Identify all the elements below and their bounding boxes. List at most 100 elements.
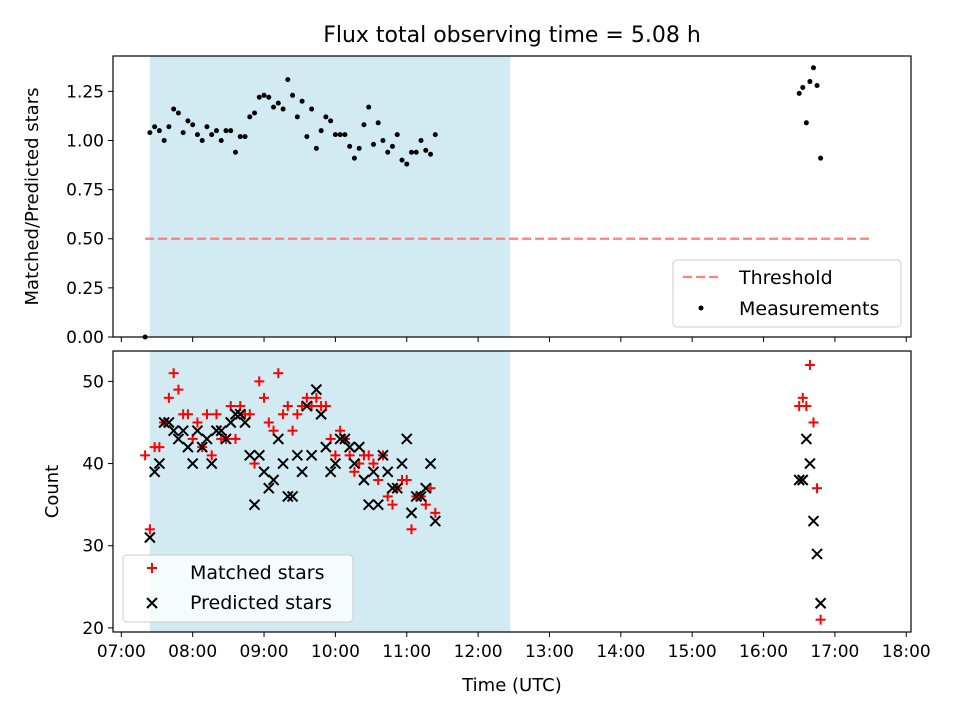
measurement-point — [318, 128, 324, 134]
predicted-point — [167, 424, 180, 437]
matched-point — [263, 417, 274, 428]
chart-title: Flux total observing time = 5.08 h — [323, 23, 701, 48]
predicted-point — [215, 424, 227, 437]
measurement-point — [156, 128, 162, 134]
predicted-point — [424, 457, 437, 470]
top-measurement-points — [142, 65, 824, 340]
measurement-point — [807, 79, 813, 85]
measurement-point — [423, 147, 429, 153]
predicted-point — [148, 466, 161, 478]
measurement-point — [370, 141, 376, 147]
matched-point — [173, 384, 184, 395]
measurement-point — [361, 122, 367, 128]
measurement-point — [232, 149, 238, 155]
measurement-point — [204, 124, 210, 130]
measurement-point — [399, 157, 405, 163]
bot-y-tick-label: 20 — [82, 619, 104, 639]
predicted-point — [263, 482, 275, 494]
matched-point — [330, 450, 341, 461]
bot-y-tick-label: 50 — [82, 372, 104, 392]
matched-point — [387, 499, 398, 510]
matched-point — [401, 474, 412, 485]
measurement-point — [252, 110, 258, 116]
measurement-point — [428, 151, 434, 157]
predicted-point — [163, 416, 175, 429]
measurement-point — [418, 137, 424, 143]
matched-point — [368, 458, 379, 469]
x-tick-label: 10:00 — [311, 642, 360, 662]
matched-point — [801, 401, 812, 412]
top-y-tick-label: 1.00 — [66, 131, 104, 151]
predicted-point — [234, 408, 246, 420]
predicted-point — [206, 457, 218, 470]
measurement-point — [237, 134, 243, 140]
predicted-point — [377, 449, 389, 462]
matched-point — [168, 368, 179, 379]
measurement-point — [409, 149, 415, 155]
predicted-point — [800, 433, 813, 445]
top-shaded-interval — [149, 56, 511, 337]
matched-point — [287, 425, 298, 436]
legend-measurements-label: Measurements — [739, 298, 879, 320]
matched-point — [278, 409, 289, 420]
measurement-point — [290, 92, 296, 98]
matched-point — [201, 409, 212, 420]
top-legend-box — [672, 259, 902, 328]
predicted-point — [339, 433, 351, 445]
measurement-point — [328, 118, 334, 124]
measurement-point — [294, 114, 300, 120]
measurement-point — [389, 143, 395, 149]
bottom-y-ticks: 20 30 40 50 — [82, 372, 113, 639]
matched-point — [230, 433, 241, 444]
predicted-point — [272, 433, 285, 445]
top-y-ticks: 0.00 0.25 0.50 0.75 1.00 1.25 — [66, 82, 113, 348]
matched-point — [192, 417, 203, 428]
predicted-point — [324, 466, 337, 478]
top-x-ticks — [120, 337, 907, 342]
measurement-point — [347, 143, 353, 149]
bot-y-tick-label: 30 — [82, 537, 104, 557]
top-y-tick-label: 0.75 — [66, 181, 104, 201]
predicted-point — [315, 408, 327, 420]
matched-point — [273, 368, 284, 379]
predicted-point — [396, 457, 408, 470]
x-tick-label: 08:00 — [168, 642, 217, 662]
measurement-point — [803, 120, 809, 126]
predicted-point — [186, 457, 199, 470]
predicted-point — [320, 441, 332, 453]
measurement-point — [266, 94, 272, 100]
predicted-point — [310, 383, 323, 396]
matched-point — [282, 401, 293, 412]
predicted-point — [405, 507, 418, 519]
legend-predicted-label: Predicted stars — [190, 592, 332, 614]
x-axis-label: Time (UTC) — [461, 675, 562, 696]
measurement-point — [190, 122, 196, 128]
x-tick-label: 18:00 — [882, 642, 931, 662]
predicted-point — [225, 416, 237, 429]
x-tick-label: 15:00 — [668, 642, 717, 662]
predicted-point — [182, 441, 194, 453]
predicted-point — [144, 531, 156, 544]
measurement-point — [247, 114, 253, 120]
predicted-point — [811, 548, 823, 560]
predicted-point — [258, 466, 270, 478]
predicted-point — [248, 498, 261, 511]
matched-point — [812, 483, 823, 494]
measurement-point — [256, 94, 262, 100]
predicted-point — [244, 449, 256, 462]
measurement-point — [213, 128, 219, 134]
bottom-axes-frame — [112, 350, 912, 633]
measurement-point — [356, 145, 362, 151]
measurement-point — [309, 106, 315, 112]
predicted-point — [358, 474, 370, 486]
predicted-point — [797, 474, 809, 486]
measurement-point — [199, 137, 205, 143]
bottom-panel: 07:00 08:00 09:00 10:00 11:00 12:00 13:00 14:00… — [42, 350, 931, 696]
matched-point — [306, 401, 317, 412]
x-tick-label: 16:00 — [739, 642, 788, 662]
measurement-point — [394, 132, 400, 138]
matched-point — [815, 614, 826, 625]
predicted-point — [196, 441, 208, 453]
predicted-point — [177, 424, 189, 437]
predicted-point — [305, 449, 318, 462]
